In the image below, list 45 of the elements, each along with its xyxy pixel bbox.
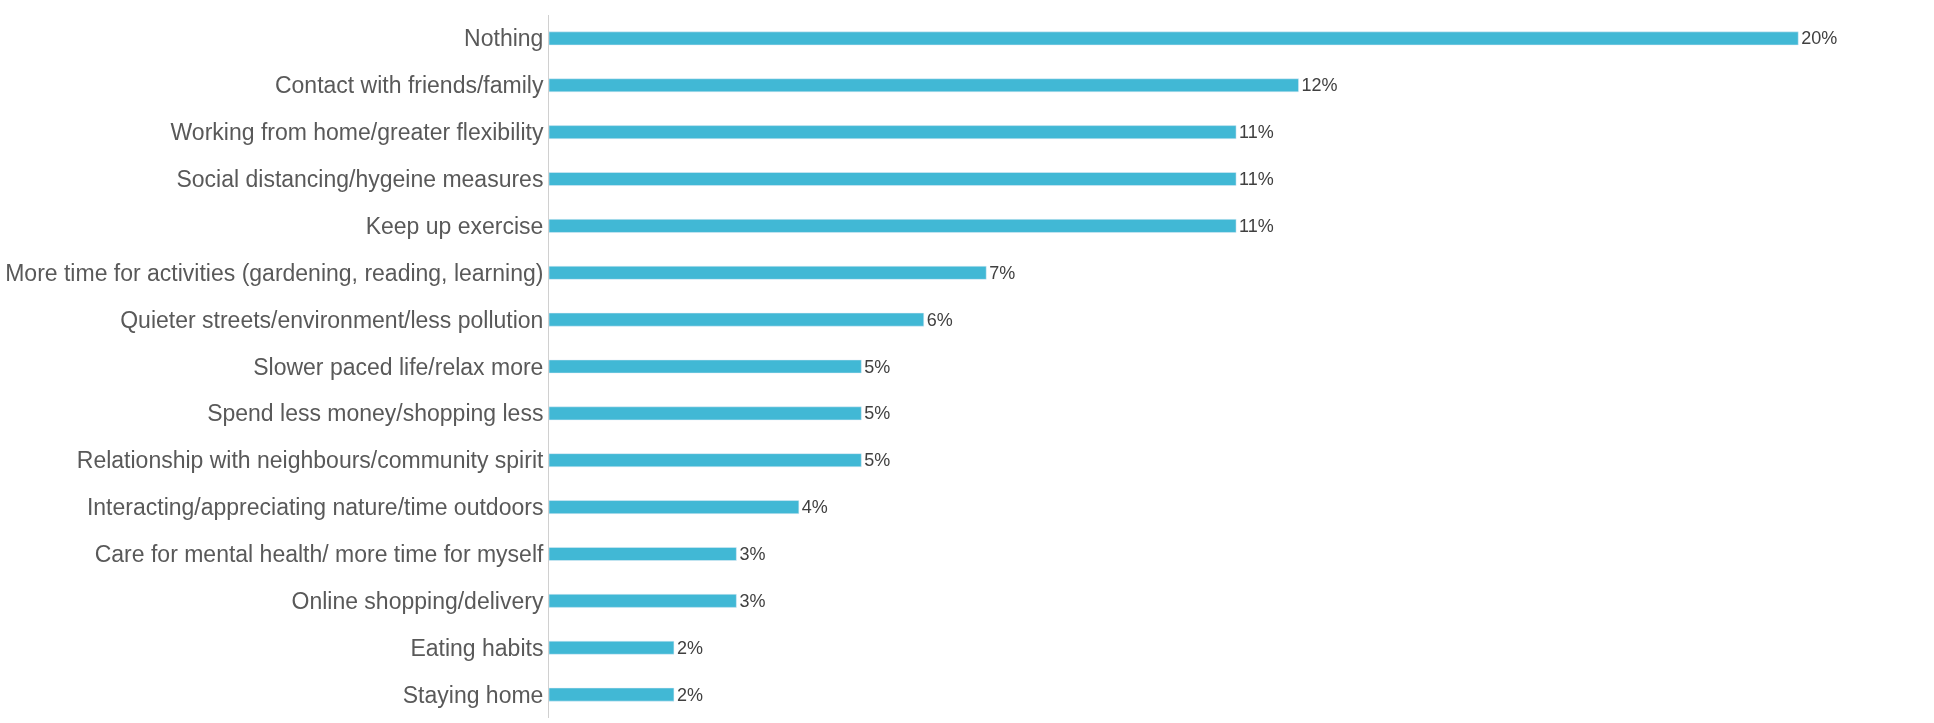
data-label: 11%	[1239, 169, 1274, 190]
bar	[549, 312, 925, 327]
y-tick-label: Spend less money/shopping less	[207, 400, 544, 427]
bar	[549, 31, 1799, 46]
y-tick-label: Keep up exercise	[365, 212, 544, 239]
data-label: 4%	[801, 497, 828, 518]
data-label: 3%	[739, 590, 766, 611]
data-label: 20%	[1801, 28, 1838, 49]
y-tick-label: Staying home	[402, 681, 544, 708]
y-tick-label: Care for mental health/ more time for myself	[94, 541, 544, 568]
bar	[549, 453, 862, 468]
bar	[549, 219, 1237, 233]
data-label: 5%	[864, 403, 891, 424]
data-label: 5%	[864, 356, 891, 377]
bar	[549, 125, 1237, 139]
data-label: 12%	[1301, 75, 1338, 96]
y-tick-label: Interacting/appreciating nature/time outdoors	[86, 494, 544, 521]
data-label: 2%	[676, 637, 703, 658]
data-label: 7%	[989, 262, 1016, 283]
y-tick-label: Slower paced life/relax more	[253, 353, 544, 380]
y-tick-label: Eating habits	[410, 634, 544, 661]
bar	[549, 172, 1237, 186]
bar	[549, 640, 675, 655]
y-tick-label: Relationship with neighbours/community spirit	[76, 447, 544, 474]
bar	[549, 547, 737, 561]
data-label: 3%	[739, 543, 766, 564]
y-tick-label: Quieter streets/environment/less pollution	[120, 306, 544, 333]
data-label: 5%	[864, 450, 891, 471]
data-label: 2%	[676, 684, 703, 705]
y-tick-label: Online shopping/delivery	[291, 587, 544, 614]
bar	[549, 594, 737, 608]
data-label: 6%	[926, 309, 953, 330]
bar	[549, 78, 1299, 93]
bar	[549, 500, 800, 514]
bar	[549, 265, 987, 280]
bar	[549, 406, 862, 421]
data-label: 11%	[1239, 215, 1274, 236]
data-label: 11%	[1239, 122, 1274, 143]
y-tick-label: Contact with friends/family	[274, 72, 544, 99]
bar	[549, 359, 862, 374]
y-tick-label: More time for activities (gardening, reading, learning)	[5, 259, 544, 286]
y-tick-label: Working from home/greater flexibility	[170, 119, 544, 146]
bar	[549, 687, 675, 702]
y-tick-label: Social distancing/hygeine measures	[176, 166, 544, 193]
y-tick-label: Nothing	[464, 25, 544, 52]
